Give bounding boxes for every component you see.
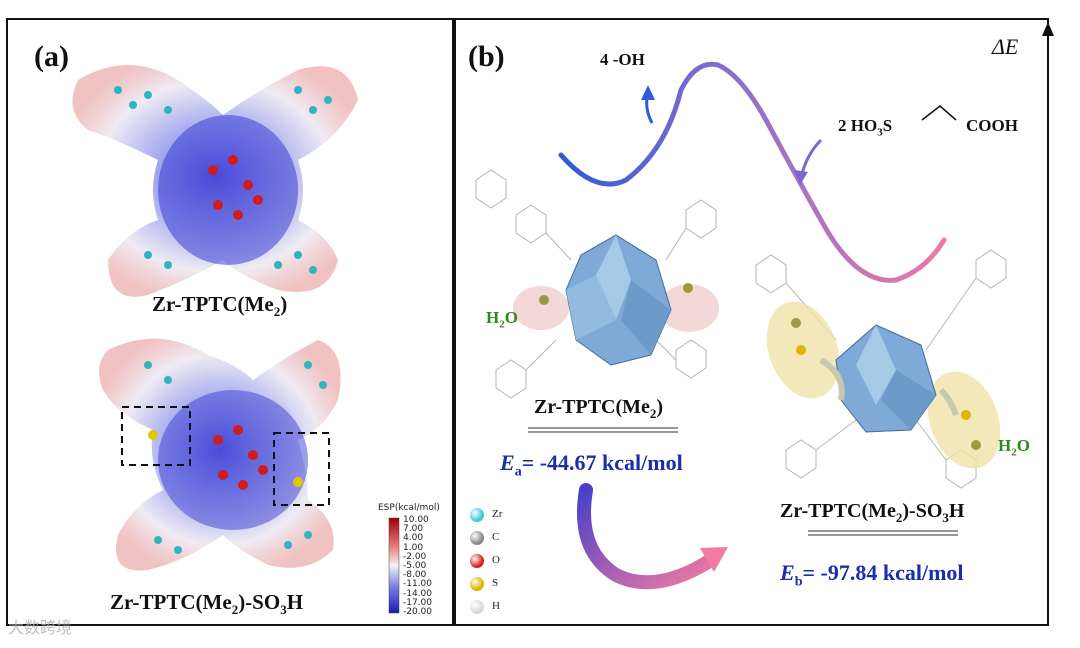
energy-b: Eb= -97.84 kcal/mol	[780, 560, 964, 590]
panel-b-tag: (b)	[468, 40, 505, 73]
ghost-linkers-left	[475, 169, 717, 399]
legend-dot-c	[470, 531, 484, 545]
legend-dot-o	[470, 554, 484, 568]
legend-label-zr: Zr	[492, 508, 503, 520]
oxygen-cluster-bottom	[213, 425, 268, 490]
energy-a: Ea= -44.67 kcal/mol	[500, 450, 683, 480]
watermark: 大数跨境	[8, 618, 73, 637]
energy-profile-curve	[558, 61, 947, 283]
legend-label-h: H	[492, 600, 500, 612]
water-label-right: H2O	[998, 436, 1030, 459]
oxygen-cluster-top	[208, 155, 263, 220]
colorbar-tick: -14.00	[403, 588, 433, 599]
colorbar-title: ESP(kcal/mol)	[378, 503, 440, 513]
sulfonic-highlight-left	[121, 406, 191, 466]
panel-b: (b) ΔE 4 -OH 2 HO3S COOH H2O H2O Zr-TPTC…	[454, 18, 1054, 626]
colorbar-tick: -5.00	[403, 561, 427, 571]
acid-label-cooh: COOH	[966, 116, 1018, 135]
legend-dot-h	[470, 600, 484, 614]
zr-cluster-left	[513, 234, 719, 366]
legend-dot-zr	[470, 508, 484, 522]
reaction-diagram	[475, 22, 1054, 626]
esp-surface-bottom	[99, 338, 341, 571]
oh-label: 4 -OH	[600, 50, 645, 69]
energy-axis-label: ΔE	[992, 34, 1019, 59]
panel-a-tag: (a)	[34, 40, 69, 73]
esp-colorbar	[388, 517, 400, 614]
acid-structure-bonds	[921, 105, 957, 121]
esp-surface-top	[72, 65, 358, 297]
caption-zr-tptc-me2: Zr-TPTC(Me2)	[152, 292, 288, 320]
esp-surfaces	[72, 65, 400, 614]
right-caption: Zr-TPTC(Me2)-SO3H	[780, 500, 965, 525]
colorbar-tick: -20.00	[403, 607, 433, 617]
zr-cluster-right	[766, 301, 1001, 469]
legend-label-s: S	[492, 577, 499, 589]
legend-label-c: C	[492, 531, 500, 543]
transition-arrow	[577, 483, 718, 590]
sulfonic-highlight-right	[273, 432, 330, 506]
acid-label: 2 HO3S	[838, 116, 893, 139]
water-label-left: H2O	[486, 308, 518, 331]
energy-axis-arrowhead	[1042, 22, 1054, 36]
atom-cluster-top	[114, 86, 332, 274]
caption-zr-tptc-me2-so3h: Zr-TPTC(Me2)-SO3H	[110, 590, 304, 618]
colorbar-tick: -8.00	[403, 570, 427, 581]
colorbar-tick: -17.00	[403, 597, 433, 608]
panel-a: (a) Zr-TPTC(Me2) Zr-TPTC(Me2)-SO3H ESP(k…	[6, 18, 454, 626]
legend-dot-s	[470, 577, 484, 591]
colorbar-tick: 1.00	[403, 542, 424, 553]
colorbar-tick: 7.00	[403, 524, 424, 535]
mid-caption: Zr-TPTC(Me2)	[534, 396, 664, 421]
colorbar-tick: -2.00	[403, 551, 427, 562]
legend-label-o: O	[492, 554, 500, 566]
atom-cluster-bottom	[144, 361, 327, 554]
colorbar-tick: 10.00	[403, 515, 429, 525]
colorbar-tick: 4.00	[403, 533, 424, 544]
colorbar-tick: -11.00	[403, 579, 433, 590]
